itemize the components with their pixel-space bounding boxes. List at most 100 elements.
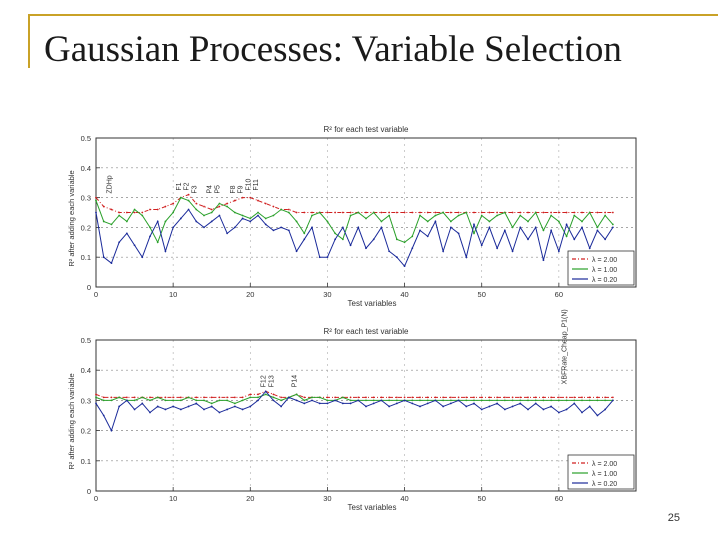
chart2-series-3-point: [326, 402, 329, 405]
chart2-x-tick-label: 0: [94, 494, 98, 503]
chart2-y-tick-label: 0.3: [81, 396, 91, 405]
chart2-series-1-point: [172, 396, 175, 399]
chart1-series-1-point: [542, 211, 545, 214]
chart1-annotation: F10: [245, 178, 252, 190]
chart1-series-1-point: [125, 211, 128, 214]
chart1-series-1-point: [519, 211, 522, 214]
chart2-series-3-point: [149, 411, 151, 414]
chart1-series-2-point: [457, 214, 460, 217]
chart2-series-3-point: [218, 411, 221, 414]
chart2-series-3-point: [195, 402, 198, 405]
chart2-series-3-point: [380, 399, 383, 402]
chart1-series-3-point: [141, 256, 144, 259]
chart1-y-tick-label: 0.5: [81, 134, 91, 143]
chart1-series-3-point: [172, 226, 175, 229]
chart1-series-1-point: [295, 211, 298, 214]
chart1-series-1-point: [226, 202, 229, 205]
chart1-series-2-point: [357, 211, 360, 214]
chart2-series-3-point: [573, 402, 576, 405]
chart1-series-3-point: [496, 247, 499, 250]
chart2-series-1-point: [596, 396, 599, 399]
chart1-series-2-point: [303, 232, 306, 235]
chart1-series-2-point: [426, 220, 429, 223]
chart1-series-3-point: [565, 223, 568, 226]
chart1-series-line-2: [95, 196, 614, 244]
chart2-series-3-point: [272, 399, 275, 402]
chart2-series-3-point: [449, 402, 452, 405]
chart2-series-1-point: [503, 396, 506, 399]
chart2-series-3-point: [141, 402, 144, 405]
chart1-series-2-point: [480, 214, 483, 217]
chart2-series-2-point: [187, 396, 190, 399]
chart1-series-3-point: [102, 256, 105, 259]
chart2-series-2-point: [365, 399, 367, 402]
chart1-series-1-point: [480, 211, 483, 214]
chart2-series-3-point: [349, 402, 352, 405]
chart1-series-3-point: [503, 229, 506, 232]
chart2-series-1-point: [488, 396, 491, 399]
chart2-series-2-point: [95, 396, 97, 399]
chart1-series-1-point: [473, 211, 475, 214]
chart2-series-1-point: [388, 396, 391, 399]
chart2-series-3-point: [341, 402, 344, 405]
chart1-series-2-point: [102, 220, 105, 223]
chart1-series-3-point: [473, 223, 475, 226]
chart1-series-1-point: [388, 211, 391, 214]
chart2-series-3-point: [542, 408, 545, 411]
chart1-series-2-point: [588, 211, 591, 214]
chart1-series-1-point: [118, 211, 121, 214]
title-accent-vertical: [28, 14, 30, 68]
chart2-series-1-point: [573, 396, 576, 399]
chart1-series-1-point: [210, 208, 213, 211]
chart2-series-2-point: [542, 399, 545, 402]
chart1-series-2-point: [557, 220, 560, 223]
chart1-annotation: F11: [253, 179, 260, 191]
chart1-series-3-point: [349, 244, 352, 247]
chart1-series-2-point: [218, 202, 221, 205]
chart2-series-2-point: [226, 399, 229, 402]
chart1-series-3-point: [511, 250, 514, 253]
chart2-series-3-point: [604, 408, 607, 411]
chart2-series-2-point: [426, 399, 429, 402]
chart2-series-1-point: [581, 396, 583, 399]
chart1-y-tick-label: 0.3: [81, 194, 91, 203]
chart1-series-3-point: [195, 220, 198, 223]
chart2-series-2-point: [218, 399, 221, 402]
chart2-series-1-point: [542, 396, 545, 399]
chart2-series-3-point: [434, 399, 437, 402]
chart2-series-3-point: [172, 405, 175, 408]
chart1-series-1-point: [133, 211, 136, 214]
chart1-series-3-point: [326, 256, 329, 259]
chart1-series-2-point: [133, 208, 136, 211]
chart2-series-3-point: [311, 399, 313, 402]
chart2-series-3-point: [303, 402, 306, 405]
chart2-series-1-point: [280, 396, 283, 399]
chart1-series-2-point: [527, 220, 529, 223]
chart1-series-2-point: [272, 214, 275, 217]
chart2-series-2-point: [133, 399, 136, 402]
chart2-legend-label: λ = 1.00: [592, 471, 617, 478]
chart1-series-2-point: [380, 220, 383, 223]
chart2-series-1-point: [303, 396, 306, 399]
chart2-series-3-point: [164, 408, 167, 411]
chart2-series-2-point: [110, 399, 113, 402]
chart1-series-3-point: [365, 247, 367, 250]
chart1-series-1-point: [311, 211, 313, 214]
chart1-series-3-point: [179, 217, 182, 220]
chart1-series-3-point: [218, 214, 221, 217]
chart2-series-1-point: [95, 393, 97, 396]
chart2-series-1-point: [511, 396, 514, 399]
chart1-series-2-point: [496, 214, 499, 217]
chart1-series-1-point: [233, 199, 236, 202]
chart2-series-3-point: [264, 390, 267, 393]
chart1-x-tick-label: 40: [400, 290, 408, 299]
chart1-series-3-point: [272, 229, 275, 232]
chart1-series-3-point: [480, 244, 483, 247]
chart1-series-3-point: [488, 226, 491, 229]
chart1-series-2-point: [172, 211, 175, 214]
chart1-series-3-point: [318, 256, 321, 259]
chart1-series-3-point: [596, 229, 599, 232]
chart1-series-2-point: [534, 211, 537, 214]
chart1-series-1-point: [611, 211, 614, 214]
chart2-series-3-point: [249, 405, 252, 408]
